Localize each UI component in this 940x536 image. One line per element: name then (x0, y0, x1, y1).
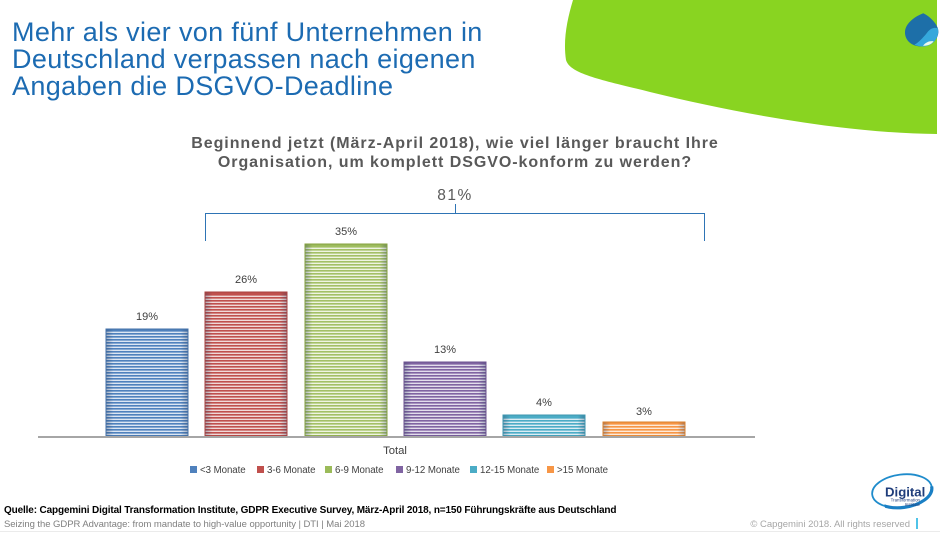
svg-text:Transformation: Transformation (891, 498, 921, 503)
svg-text:Institute: Institute (905, 502, 921, 507)
svg-text:Digital: Digital (885, 485, 925, 500)
